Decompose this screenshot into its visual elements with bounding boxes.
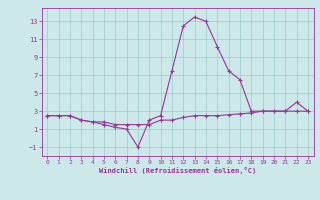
X-axis label: Windchill (Refroidissement éolien,°C): Windchill (Refroidissement éolien,°C) — [99, 167, 256, 174]
